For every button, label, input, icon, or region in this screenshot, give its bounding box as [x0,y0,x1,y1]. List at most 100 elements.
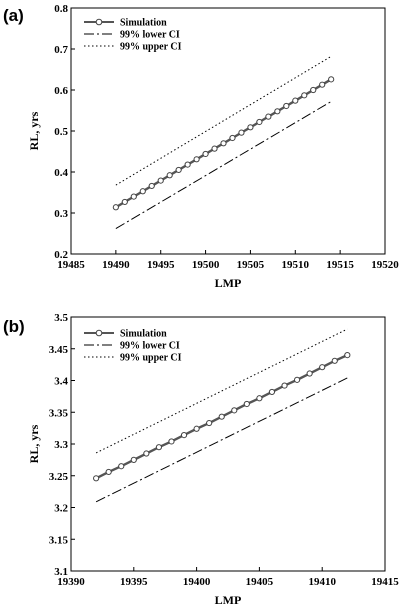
data-point [256,395,263,402]
x-tick-label: 19410 [308,576,336,588]
data-point [268,388,276,396]
data-point [283,102,290,110]
data-point [130,193,137,200]
y-tick-label: 0.2 [54,249,68,261]
data-point [166,172,173,179]
x-tick-label: 19390 [57,576,85,588]
series-line-upper-ci [95,328,348,454]
y-tick-label: 0.6 [54,85,68,97]
y-tick-label: 3.45 [49,344,69,356]
y-axis-title: RL, yrs [27,424,41,463]
data-point [118,463,125,470]
data-point [105,468,112,476]
data-point [193,156,200,163]
data-point [265,113,272,120]
y-tick-label: 0.7 [54,44,68,56]
data-point [121,198,128,206]
data-point [292,97,299,104]
series-line-lower-ci [95,377,348,503]
data-point [155,444,163,451]
x-tick-label: 19505 [237,259,265,271]
y-tick-label: 3.35 [49,407,69,419]
data-point [184,161,191,168]
x-tick-label: 19520 [371,259,399,271]
legend-label: 99% upper CI [120,353,182,364]
series-line-lower-ci [115,101,332,230]
data-point [319,364,326,371]
data-point [130,456,137,463]
data-point [218,413,225,420]
y-tick-label: 0.3 [54,208,68,220]
y-tick-label: 0.8 [54,3,68,15]
x-tick-label: 19400 [183,576,211,588]
data-point [301,92,308,99]
series-line-upper-ci [115,55,332,186]
plot-frame [70,316,386,572]
x-tick-label: 19510 [282,259,310,271]
data-point [202,150,209,158]
data-point [256,118,263,126]
data-point [293,376,301,383]
data-point [306,370,313,377]
data-point [139,188,146,195]
plot-frame [70,7,386,255]
x-axis-title: LMP [215,593,242,607]
legend-label: Simulation [120,329,167,340]
y-tick-label: 3.1 [54,566,68,578]
data-point [175,166,182,174]
data-point [319,81,326,88]
legend-label: 99% lower CI [120,30,180,41]
x-tick-label: 19395 [120,576,148,588]
y-tick-label: 3.25 [49,471,69,483]
x-axis-title: LMP [215,276,242,290]
legend-marker [95,329,103,337]
x-tick-label: 19500 [192,259,220,271]
data-point [143,450,150,457]
data-point [310,86,317,94]
chart-panel-a: (a) 19485 19490 19495 19500 19505 19510 19515 19… [3,3,399,290]
data-point [328,76,335,83]
data-point [281,382,288,389]
data-point [148,182,155,190]
chart-panel-b: (b) 19390 19395 19400 19405 19410 19415 3.1 3.15… [3,312,399,607]
legend-label: Simulation [120,18,167,29]
x-tick-label: 19405 [246,576,274,588]
data-point [180,432,188,439]
data-point [211,145,218,152]
legend-marker [95,18,103,26]
data-point [206,419,213,427]
y-tick-label: 0.5 [54,126,68,138]
data-point [238,129,245,136]
y-tick-label: 3.15 [49,534,69,546]
data-point [93,475,100,482]
legend-label: 99% upper CI [120,42,182,53]
data-point [168,438,175,445]
y-tick-label: 3.2 [54,503,68,515]
data-point [247,124,254,131]
y-tick-label: 3.3 [54,439,68,451]
data-point [231,407,238,414]
y-tick-label: 3.5 [54,312,68,324]
data-point [243,400,250,408]
panel-label: (b) [3,317,25,336]
data-point [112,204,119,211]
x-tick-label: 19490 [102,259,130,271]
y-tick-label: 0.4 [54,167,68,179]
y-axis-title: RL, yrs [27,111,41,150]
data-point [220,140,227,147]
x-tick-label: 19415 [371,576,399,588]
x-tick-label: 19515 [326,259,354,271]
y-tick-label: 3.4 [54,376,68,388]
x-tick-label: 19495 [147,259,175,271]
panel-label: (a) [3,6,24,25]
data-point [229,134,236,142]
data-point [344,352,351,359]
data-point [274,108,281,115]
data-point [331,357,338,364]
x-tick-label: 19485 [57,259,85,271]
data-point [157,177,164,184]
legend-label: 99% lower CI [120,341,180,352]
data-point [193,425,200,432]
